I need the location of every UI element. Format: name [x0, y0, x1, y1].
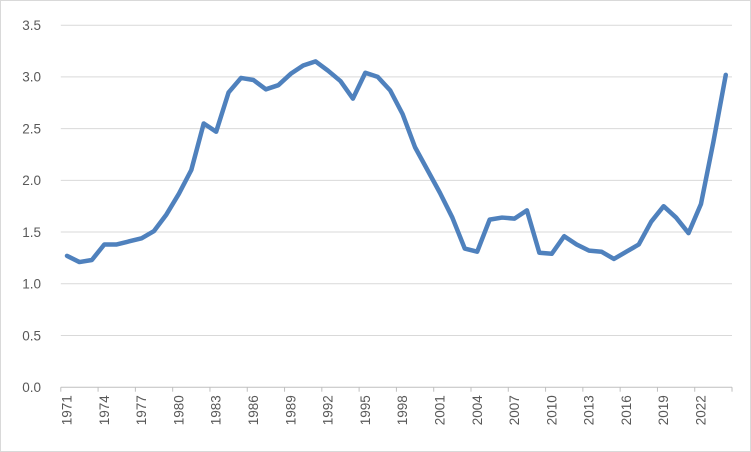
x-axis-tick-label: 2022 — [694, 395, 709, 425]
x-axis-tick-label: 2019 — [656, 395, 671, 425]
y-axis-tick-label: 2.0 — [22, 173, 41, 188]
y-axis-tick-label: 3.5 — [22, 18, 41, 33]
x-axis-tick-label: 1971 — [60, 395, 75, 425]
data-series-line — [64, 59, 729, 265]
y-axis-tick-label: 2.5 — [22, 121, 41, 136]
x-axis-tick-label: 1998 — [395, 395, 410, 425]
y-axis-tick-label: 3.0 — [22, 70, 41, 85]
y-axis-tick-label: 1.0 — [22, 277, 41, 292]
x-axis-tick-label: 2016 — [619, 395, 634, 425]
y-axis-tick-label: 0.5 — [22, 328, 41, 343]
y-axis-tick-label: 1.5 — [22, 225, 41, 240]
x-axis-tick-label: 2010 — [544, 395, 559, 425]
x-axis-tick-label: 1977 — [134, 395, 149, 425]
x-axis-tick-label: 2013 — [582, 395, 597, 425]
x-axis-tick-label: 1992 — [321, 395, 336, 425]
x-axis-tick-label: 1989 — [283, 395, 298, 425]
x-axis-tick-label: 2001 — [433, 395, 448, 425]
x-axis-tick-label: 1980 — [171, 395, 186, 425]
x-axis-tick-label: 2004 — [470, 395, 485, 426]
x-axis-tick-label: 1986 — [246, 395, 261, 425]
y-axis-tick-label: 0.0 — [22, 380, 41, 395]
x-axis-tick-label: 2007 — [507, 395, 522, 425]
x-axis-tick-label: 1983 — [209, 395, 224, 425]
x-axis-tick-label: 1995 — [358, 395, 373, 425]
x-axis-tick-label: 1974 — [97, 395, 112, 426]
